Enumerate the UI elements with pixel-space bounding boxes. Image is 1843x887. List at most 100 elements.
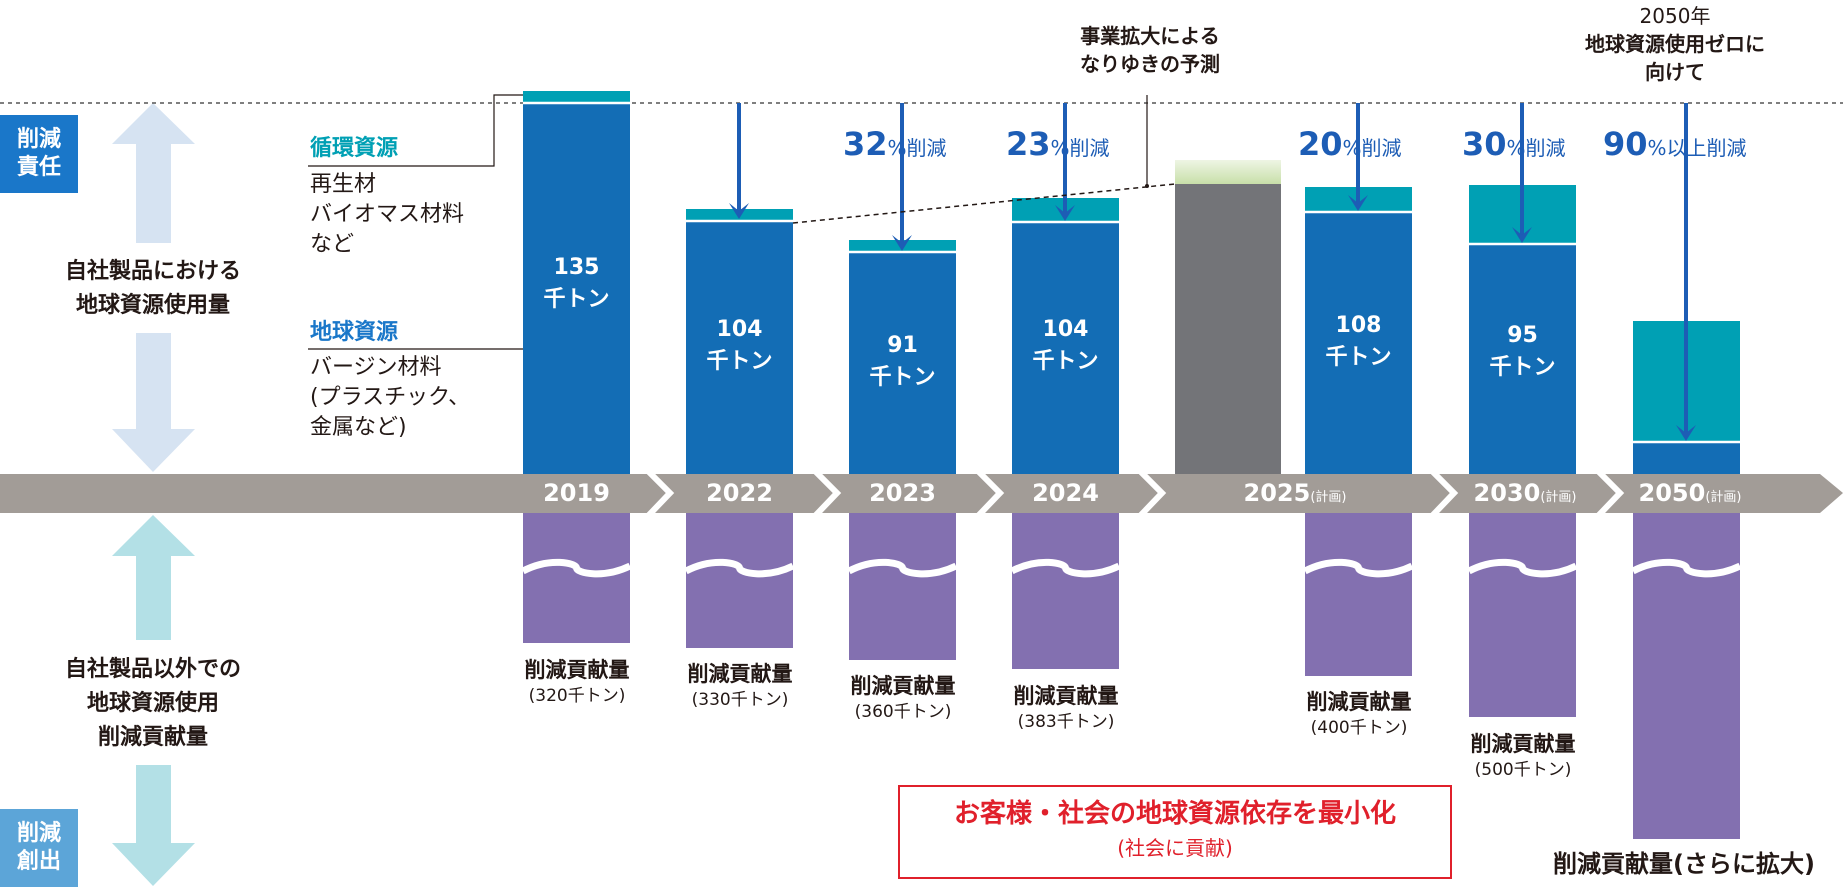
timeline-chevron bbox=[1429, 468, 1459, 519]
value-unit: 千トン bbox=[1489, 355, 1556, 380]
value-unit: 千トン bbox=[543, 287, 610, 312]
contrib-title: 削減貢献量(さらに拡大) bbox=[1553, 850, 1815, 878]
reduction-number: 20 bbox=[1298, 125, 1343, 163]
contrib-title: 削減貢献量 bbox=[524, 658, 630, 682]
contribution-2022: 削減貢献量 (330千トン) bbox=[655, 660, 825, 712]
value-number: 135 bbox=[553, 255, 600, 280]
own-products-usage-label: 自社製品における 地球資源使用量 bbox=[28, 255, 278, 323]
reduction-unit: %以上削減 bbox=[1647, 136, 1747, 160]
reduction-arrow-head-icon bbox=[1348, 195, 1368, 211]
plan-text: (計画) bbox=[1310, 490, 1347, 505]
contribution-break-wave bbox=[1467, 558, 1578, 578]
bar-value-2025: 108 千トン bbox=[1305, 310, 1412, 374]
forecast-leader-dot bbox=[1145, 184, 1149, 188]
desc-line: など bbox=[310, 232, 355, 257]
reduction-arrow-head-icon bbox=[729, 203, 749, 219]
contribution-label: 自社製品以外での 地球資源使用 削減貢献量 bbox=[28, 653, 278, 755]
forecast-trend-line bbox=[792, 183, 1176, 224]
reduction-creation-tag: 削減 創出 bbox=[0, 809, 78, 887]
timeline-year-2024: 2024 bbox=[1012, 474, 1119, 513]
reduction-label-2050: 90%以上削減 bbox=[1603, 125, 1747, 163]
value-number: 104 bbox=[716, 317, 763, 342]
value-unit: 千トン bbox=[1032, 349, 1099, 374]
note-line: 事業拡大による bbox=[1080, 24, 1220, 48]
circular-resource-desc: 再生材 バイオマス材料 など bbox=[310, 170, 464, 260]
reduction-label-2025: 20%削減 bbox=[1298, 125, 1402, 163]
reduction-label-2023: 32%削減 bbox=[843, 125, 947, 163]
contribution-2024: 削減貢献量 (383千トン) bbox=[981, 682, 1151, 734]
contribution-bar-2025 bbox=[1305, 513, 1412, 676]
box-line-2: (社会に貢献) bbox=[1117, 836, 1233, 860]
timeline-year-2050: 2050(計画) bbox=[1620, 474, 1760, 513]
bar-value-2024: 104 千トン bbox=[1012, 314, 1119, 378]
contribution-2019: 削減貢献量 (320千トン) bbox=[492, 656, 662, 708]
contribution-2050: 削減貢献量(さらに拡大) bbox=[1525, 850, 1843, 878]
desc-line: バージン材料 bbox=[310, 355, 442, 380]
earth-resource-segment-2030 bbox=[1469, 244, 1576, 474]
contribution-bar-2023 bbox=[849, 513, 956, 660]
earth-resource-segment-2025 bbox=[1305, 212, 1412, 474]
reduction-arrow-head-icon bbox=[1055, 205, 1075, 221]
desc-line: バイオマス材料 bbox=[310, 202, 465, 227]
bar-value-2023: 91 千トン bbox=[849, 330, 956, 394]
contribution-break-wave bbox=[1010, 558, 1121, 578]
forecast-growth-segment bbox=[1175, 160, 1281, 184]
reduction-responsibility-tag: 削減 責任 bbox=[0, 115, 78, 193]
contribution-break-wave bbox=[1631, 558, 1742, 578]
reduction-unit: %削減 bbox=[1342, 136, 1402, 160]
contribution-break-wave bbox=[521, 558, 632, 578]
timeline-chevron bbox=[1137, 468, 1167, 519]
contribution-bar-2024 bbox=[1012, 513, 1119, 669]
earth-resource-desc: バージン材料 (プラスチック、 金属など) bbox=[310, 353, 470, 443]
contrib-value: (360千トン) bbox=[854, 702, 952, 722]
earth-resource-segment-2050 bbox=[1633, 442, 1740, 474]
bar-value-2022: 104 千トン bbox=[686, 314, 793, 378]
reduction-unit: %削減 bbox=[1506, 136, 1566, 160]
year-text: 2019 bbox=[543, 479, 610, 507]
reduction-label-2030: 30%削減 bbox=[1462, 125, 1566, 163]
value-unit: 千トン bbox=[1325, 345, 1392, 370]
contribution-bar-2030 bbox=[1469, 513, 1576, 717]
earth-resource-segment-2022 bbox=[686, 221, 793, 474]
contrib-title: 削減貢献量 bbox=[1013, 684, 1119, 708]
reduction-number: 90 bbox=[1603, 125, 1648, 163]
contrib-value: (320千トン) bbox=[528, 686, 626, 706]
down-arrow-icon bbox=[112, 765, 195, 886]
tag-line: 創出 bbox=[16, 849, 61, 874]
timeline-chevron bbox=[1595, 468, 1625, 519]
label-line: 自社製品における bbox=[64, 259, 241, 284]
reduction-label-2024: 23%削減 bbox=[1006, 125, 1110, 163]
down-arrow-icon bbox=[112, 333, 195, 472]
bar-value-2030: 95 千トン bbox=[1469, 320, 1576, 384]
timeline-year-2019: 2019 bbox=[523, 474, 630, 513]
contribution-break-wave bbox=[1303, 558, 1414, 578]
plan-text: (計画) bbox=[1705, 490, 1742, 505]
tag-line: 削減 bbox=[16, 821, 61, 846]
reduction-arrow-head-icon bbox=[1676, 425, 1696, 441]
year-text: 2023 bbox=[869, 479, 936, 507]
value-number: 91 bbox=[887, 333, 918, 358]
timeline-chevron bbox=[975, 468, 1005, 519]
reduction-unit: %削減 bbox=[1050, 136, 1110, 160]
label-line: 削減貢献量 bbox=[97, 725, 208, 750]
forecast-bar-2025 bbox=[1175, 184, 1281, 474]
year-text: 2022 bbox=[706, 479, 773, 507]
society-contribution-box: お客様・社会の地球資源依存を最小化 (社会に貢献) bbox=[898, 785, 1452, 879]
goal-2050-note: 2050年 地球資源使用ゼロに 向けて bbox=[1545, 2, 1805, 86]
contrib-title: 削減貢献量 bbox=[850, 674, 956, 698]
reduction-number: 32 bbox=[843, 125, 888, 163]
value-unit: 千トン bbox=[869, 365, 936, 390]
year-text: 2030 bbox=[1473, 479, 1541, 507]
desc-line: 金属など) bbox=[310, 415, 407, 440]
value-number: 95 bbox=[1507, 323, 1538, 348]
circular-resource-segment-2019 bbox=[523, 91, 630, 103]
timeline-chevron bbox=[812, 468, 842, 519]
desc-line: 再生材 bbox=[310, 172, 377, 197]
reduction-number: 30 bbox=[1462, 125, 1507, 163]
contribution-2030: 削減貢献量 (500千トン) bbox=[1438, 730, 1608, 782]
circular-resource-title: 循環資源 bbox=[310, 136, 399, 161]
timeline-chevron bbox=[645, 468, 675, 519]
contribution-bar-2019 bbox=[523, 513, 630, 643]
label-line: 地球資源使用量 bbox=[75, 293, 230, 318]
